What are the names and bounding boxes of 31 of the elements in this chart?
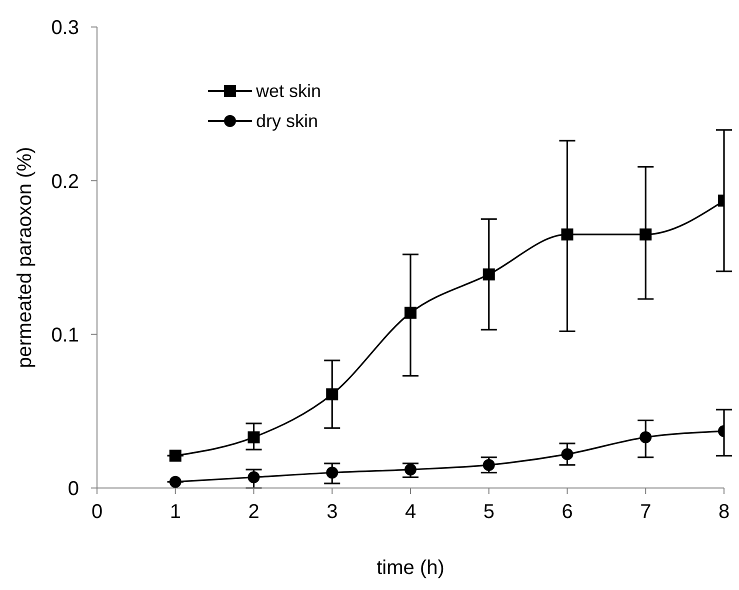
y-tick-label: 0 xyxy=(68,478,79,500)
x-tick-label: 4 xyxy=(404,501,416,524)
x-tick-label: 8 xyxy=(718,501,730,524)
x-axis-title: time (h) xyxy=(376,557,444,580)
point xyxy=(326,466,338,479)
point xyxy=(640,228,652,240)
point xyxy=(326,388,338,400)
x-tick-label: 2 xyxy=(248,501,260,524)
point xyxy=(169,476,182,488)
point xyxy=(482,458,495,471)
x-tick-label: 7 xyxy=(640,501,652,524)
x-tick-label: 3 xyxy=(326,501,338,524)
point xyxy=(248,471,260,484)
point xyxy=(561,228,574,240)
legend-label: dry skin xyxy=(256,110,318,132)
y-tick-label: 0.1 xyxy=(51,324,79,346)
point xyxy=(404,464,416,476)
y-tick-label: 0.3 xyxy=(51,17,79,40)
point xyxy=(404,306,416,319)
point xyxy=(248,431,260,444)
x-tick-label: 1 xyxy=(170,501,181,524)
point xyxy=(482,268,495,280)
y-tick-label: 0.2 xyxy=(51,170,79,193)
x-tick-label: 6 xyxy=(562,501,573,524)
x-tick-label: 0 xyxy=(91,501,103,524)
y-axis-title: permeated paraoxon (%) xyxy=(14,146,36,368)
point xyxy=(561,448,574,460)
point xyxy=(640,431,652,444)
point xyxy=(169,450,182,462)
legend-label: wet skin xyxy=(256,80,322,102)
x-tick-label: 5 xyxy=(483,501,494,524)
